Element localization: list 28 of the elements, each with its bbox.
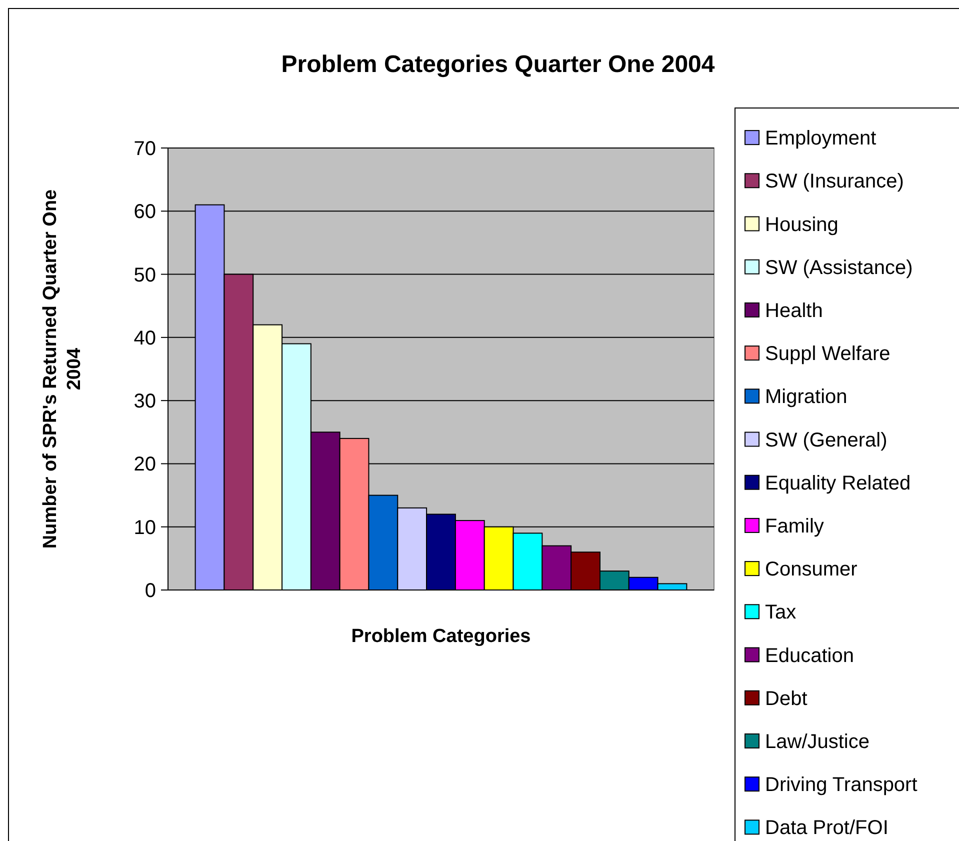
legend-label: SW (Assistance) xyxy=(765,256,913,279)
legend-label: SW (Insurance) xyxy=(765,170,904,193)
y-tick-label: 70 xyxy=(134,138,156,160)
legend-label: Health xyxy=(765,300,823,322)
y-axis-title: Number of SPR's Returned Quarter One 2004 xyxy=(40,189,85,549)
legend-label: Employment xyxy=(765,128,877,150)
legend-label: Suppl Welfare xyxy=(765,343,890,366)
legend-label: Migration xyxy=(765,386,848,408)
y-tick-label: 50 xyxy=(134,264,156,286)
legend-label: Data Prot/FOI xyxy=(765,817,888,840)
legend-label: Tax xyxy=(765,602,796,624)
legend-label: Housing xyxy=(765,214,838,236)
legend-label: Driving Transport xyxy=(765,774,918,796)
y-tick-label: 60 xyxy=(134,201,156,224)
y-tick-label: 10 xyxy=(134,516,156,539)
y-tick-label: 40 xyxy=(134,327,156,350)
y-tick-label: 20 xyxy=(134,454,156,476)
legend-label: Equality Related xyxy=(765,472,911,494)
legend-label: SW (General) xyxy=(765,429,888,452)
legend-label: Education xyxy=(765,644,854,667)
y-tick-label: 0 xyxy=(144,580,156,602)
legend-label: Law/Justice xyxy=(765,730,870,753)
legend-label: Debt xyxy=(765,688,808,710)
legend-label: Family xyxy=(765,515,824,538)
y-tick-label: 30 xyxy=(134,390,156,413)
legend-label: Consumer xyxy=(765,558,858,581)
chart-title: Problem Categories Quarter One 2004 xyxy=(281,51,716,78)
x-axis-title: Problem Categories xyxy=(351,626,531,647)
